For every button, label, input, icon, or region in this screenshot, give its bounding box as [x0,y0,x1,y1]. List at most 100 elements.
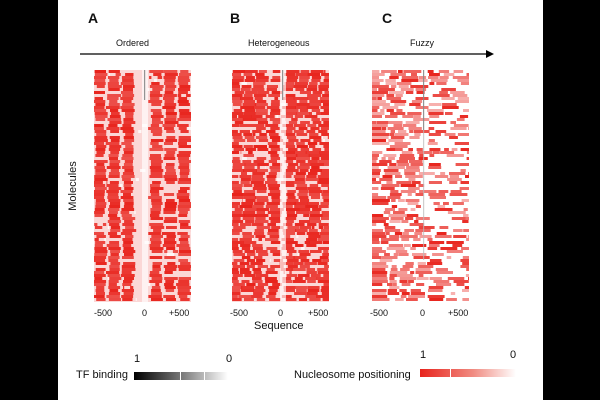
heatmap-segment [178,97,188,100]
heatmap-segment [270,157,281,160]
heatmap-segment [384,172,401,175]
heatmap-segment [164,79,176,82]
heatmap-segment [317,268,329,271]
heatmap-segment [298,196,309,199]
heatmap-segment [243,241,257,244]
heatmap-segment [255,217,266,220]
heatmap-segment [164,256,176,259]
heatmap-segment [94,256,107,259]
heatmap-segment [110,130,119,133]
heatmap-segment [243,145,253,148]
heatmap-segment [233,253,245,256]
heatmap-segment [466,238,469,241]
heatmap-segment [456,118,465,121]
heatmap-segment [190,97,191,100]
heatmap-segment [109,79,119,82]
heatmap-segment [307,124,317,127]
heatmap-segment [305,178,319,181]
heatmap-segment [165,85,177,88]
heatmap-segment [166,136,176,139]
heatmap-segment [242,217,255,220]
heatmap-segment [257,283,269,286]
heatmap-segment [316,295,329,298]
heatmap-segment [390,112,406,115]
heatmap-segment [94,283,106,286]
heatmap-segment [438,190,449,193]
heatmap-segment [164,100,174,103]
heatmap-segment [232,280,239,283]
heatmap-segment [268,94,280,97]
heatmap-segment [232,163,246,166]
heatmap-segment [94,175,106,178]
heatmap-segment [307,280,316,283]
heatmap-segment [232,187,242,190]
heatmap-segment [429,259,442,262]
heatmap-segment [239,268,250,271]
heatmap-segment [245,220,255,223]
heatmap-segment [232,169,245,172]
heatmap-segment [95,289,105,292]
heatmap-segment [270,148,283,151]
heatmap-segment [152,265,161,268]
heatmap-segment [323,121,329,124]
heatmap-segment [180,226,191,229]
heatmap-segment [428,163,441,166]
heatmap-segment [109,136,120,139]
heatmap-segment [268,286,279,289]
heatmap-segment [149,175,163,178]
heatmap-segment [443,73,455,76]
heatmap-segment [166,109,175,112]
heatmap-segment [271,100,280,103]
heatmap-segment [402,265,414,268]
heatmap-segment [324,148,329,151]
heatmap-segment [123,262,136,265]
heatmap-segment [401,76,418,79]
heatmap-segment [387,292,400,295]
heatmap-segment [287,259,299,262]
heatmap-segment [386,97,402,100]
heatmap-segment [95,169,107,172]
heatmap-segment [232,103,242,106]
heatmap-segment [313,139,322,142]
heatmap-segment [121,109,135,112]
heatmap-segment [240,286,255,289]
nucleosome-gradient-bar [420,369,516,377]
heatmap-segment [461,247,469,250]
nuc-legend-high: 1 [420,349,427,361]
heatmap-segment [286,211,295,214]
heatmap-segment [94,106,105,109]
heatmap-segment [152,145,163,148]
heatmap-segment [318,85,329,88]
heatmap-ordered [94,70,191,302]
heatmap-segment [94,109,107,112]
heatmap-segment [150,238,161,241]
heatmap-segment [150,214,160,217]
heatmap-segment [108,259,119,262]
heatmap-segment [232,142,239,145]
heatmap-segment [122,256,134,259]
heatmap-segment [186,127,191,130]
heatmap-segment [376,121,389,124]
heatmap-segment [272,76,281,79]
heatmap-segment [288,163,299,166]
heatmap-segment [393,253,399,256]
heatmap-segment [315,145,324,148]
heatmap-segment [241,280,250,283]
heatmap-segment [390,190,399,193]
heatmap-segment [150,142,159,145]
heatmap-segment [270,250,282,253]
heatmap-segment [307,289,320,292]
heatmap-segment [311,118,320,121]
heatmap-segment [372,274,387,277]
heatmap-segment [110,169,119,172]
heatmap-segment [427,109,444,112]
heatmap-segment [122,94,135,97]
heatmap-segment [122,130,135,133]
heatmap-segment [232,238,239,241]
heatmap-segment [240,178,251,181]
heatmap-segment [401,238,410,241]
heatmap-segment [164,277,178,280]
heatmap-segment [396,274,413,277]
heatmap-segment [95,187,107,190]
heatmap-segment [232,88,241,91]
